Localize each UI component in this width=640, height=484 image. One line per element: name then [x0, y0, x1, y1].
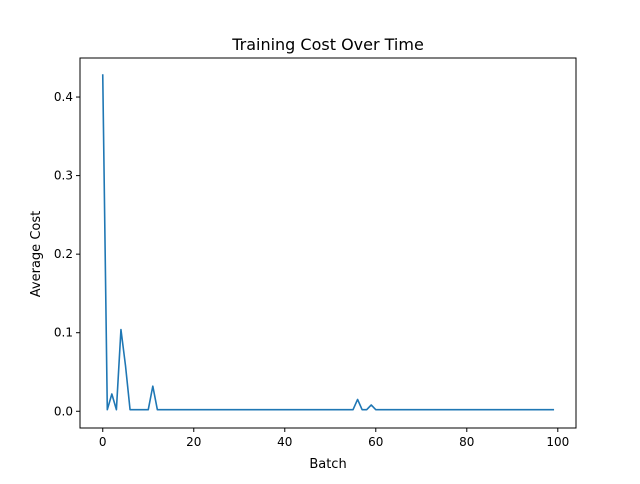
- x-tick-label: 40: [277, 435, 292, 449]
- x-tick-label: 0: [99, 435, 107, 449]
- x-axis-label: Batch: [309, 457, 346, 472]
- chart-title: Training Cost Over Time: [231, 35, 424, 54]
- y-axis-label: Average Cost: [29, 211, 44, 297]
- y-tick-label: 0.3: [54, 169, 73, 183]
- plot-frame: [79, 57, 577, 429]
- plot-area: 0 20 40 60 80 100 0.0 0.1 0.2 0.3 0.4: [54, 57, 577, 449]
- x-tick-label: 60: [368, 435, 383, 449]
- x-tick-label: 20: [186, 435, 201, 449]
- y-tick-label: 0.2: [54, 247, 73, 261]
- y-tick-label: 0.0: [54, 404, 73, 418]
- y-tick-label: 0.4: [54, 90, 73, 104]
- x-tick-label: 100: [546, 435, 569, 449]
- y-tick-label: 0.1: [54, 326, 73, 340]
- x-tick-label: 80: [459, 435, 474, 449]
- series-line-0: [101, 74, 555, 411]
